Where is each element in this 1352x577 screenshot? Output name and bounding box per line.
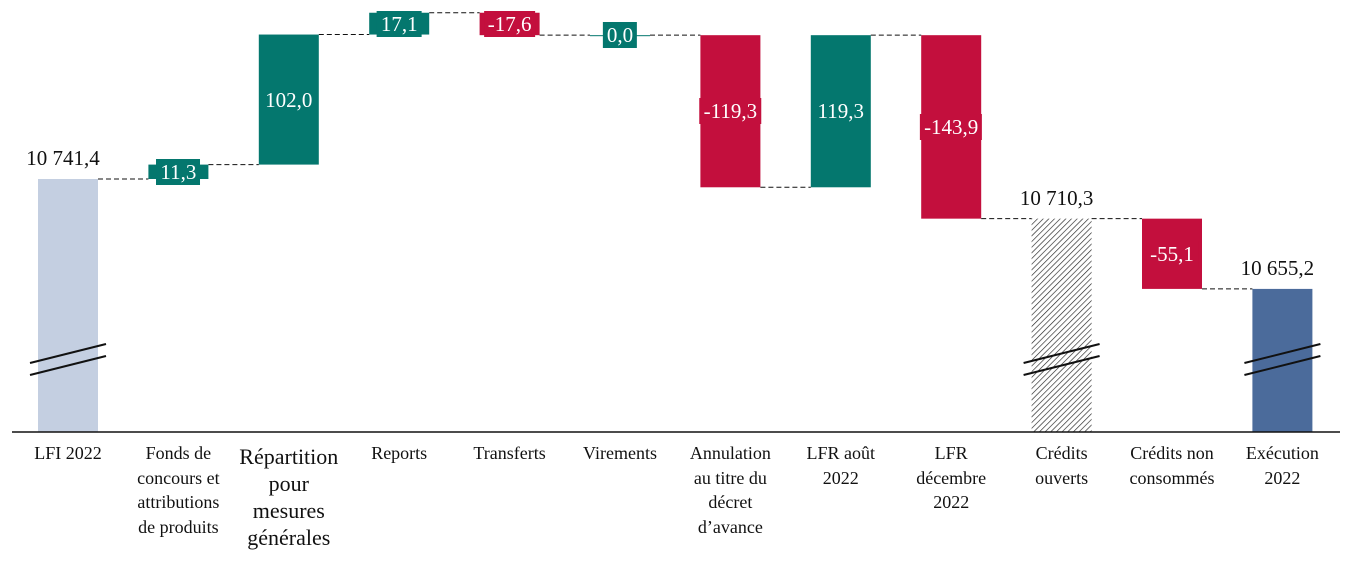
axis-break-mark	[29, 343, 107, 364]
value-label: -143,9	[920, 113, 983, 140]
value-label: 102,0	[261, 86, 317, 113]
value-label: 10 655,2	[1240, 255, 1315, 280]
value-label: 10 741,4	[26, 146, 100, 170]
value-label: -55,1	[1146, 240, 1198, 267]
category-label: Transferts	[473, 443, 546, 463]
value-label: -17,6	[483, 10, 536, 37]
axis-break-mark	[1244, 355, 1321, 376]
category-label: Répartition pour mesures générales	[239, 444, 339, 550]
value-label: 119,3	[813, 98, 869, 125]
category-label: Crédits non consommés	[1129, 443, 1215, 488]
value-label: -119,3	[699, 98, 762, 125]
category-label: Annulation au titre du décret d’avance	[689, 443, 771, 537]
category-label: Crédits ouverts	[1035, 443, 1089, 488]
axis-break-mark	[1023, 343, 1100, 364]
axis-break-mark	[1023, 355, 1100, 376]
category-label: LFI 2022	[34, 443, 102, 463]
value-label: 11,3	[156, 158, 201, 185]
category-label: Virements	[583, 443, 657, 463]
value-label: 17,1	[376, 10, 422, 37]
value-label: 0,0	[602, 22, 638, 49]
category-label: Exécution 2022	[1245, 443, 1319, 488]
axis-break-mark	[1244, 343, 1321, 364]
bar-9	[1031, 218, 1092, 432]
bar-0	[38, 179, 98, 432]
category-label: LFR décembre 2022	[916, 443, 987, 512]
category-label: Reports	[371, 443, 428, 463]
value-label: 10 710,3	[1019, 185, 1094, 210]
category-label: Fonds de concours et attributions de pro…	[137, 443, 220, 537]
category-label: LFR août 2022	[806, 443, 876, 488]
axis-break-mark	[29, 355, 107, 376]
